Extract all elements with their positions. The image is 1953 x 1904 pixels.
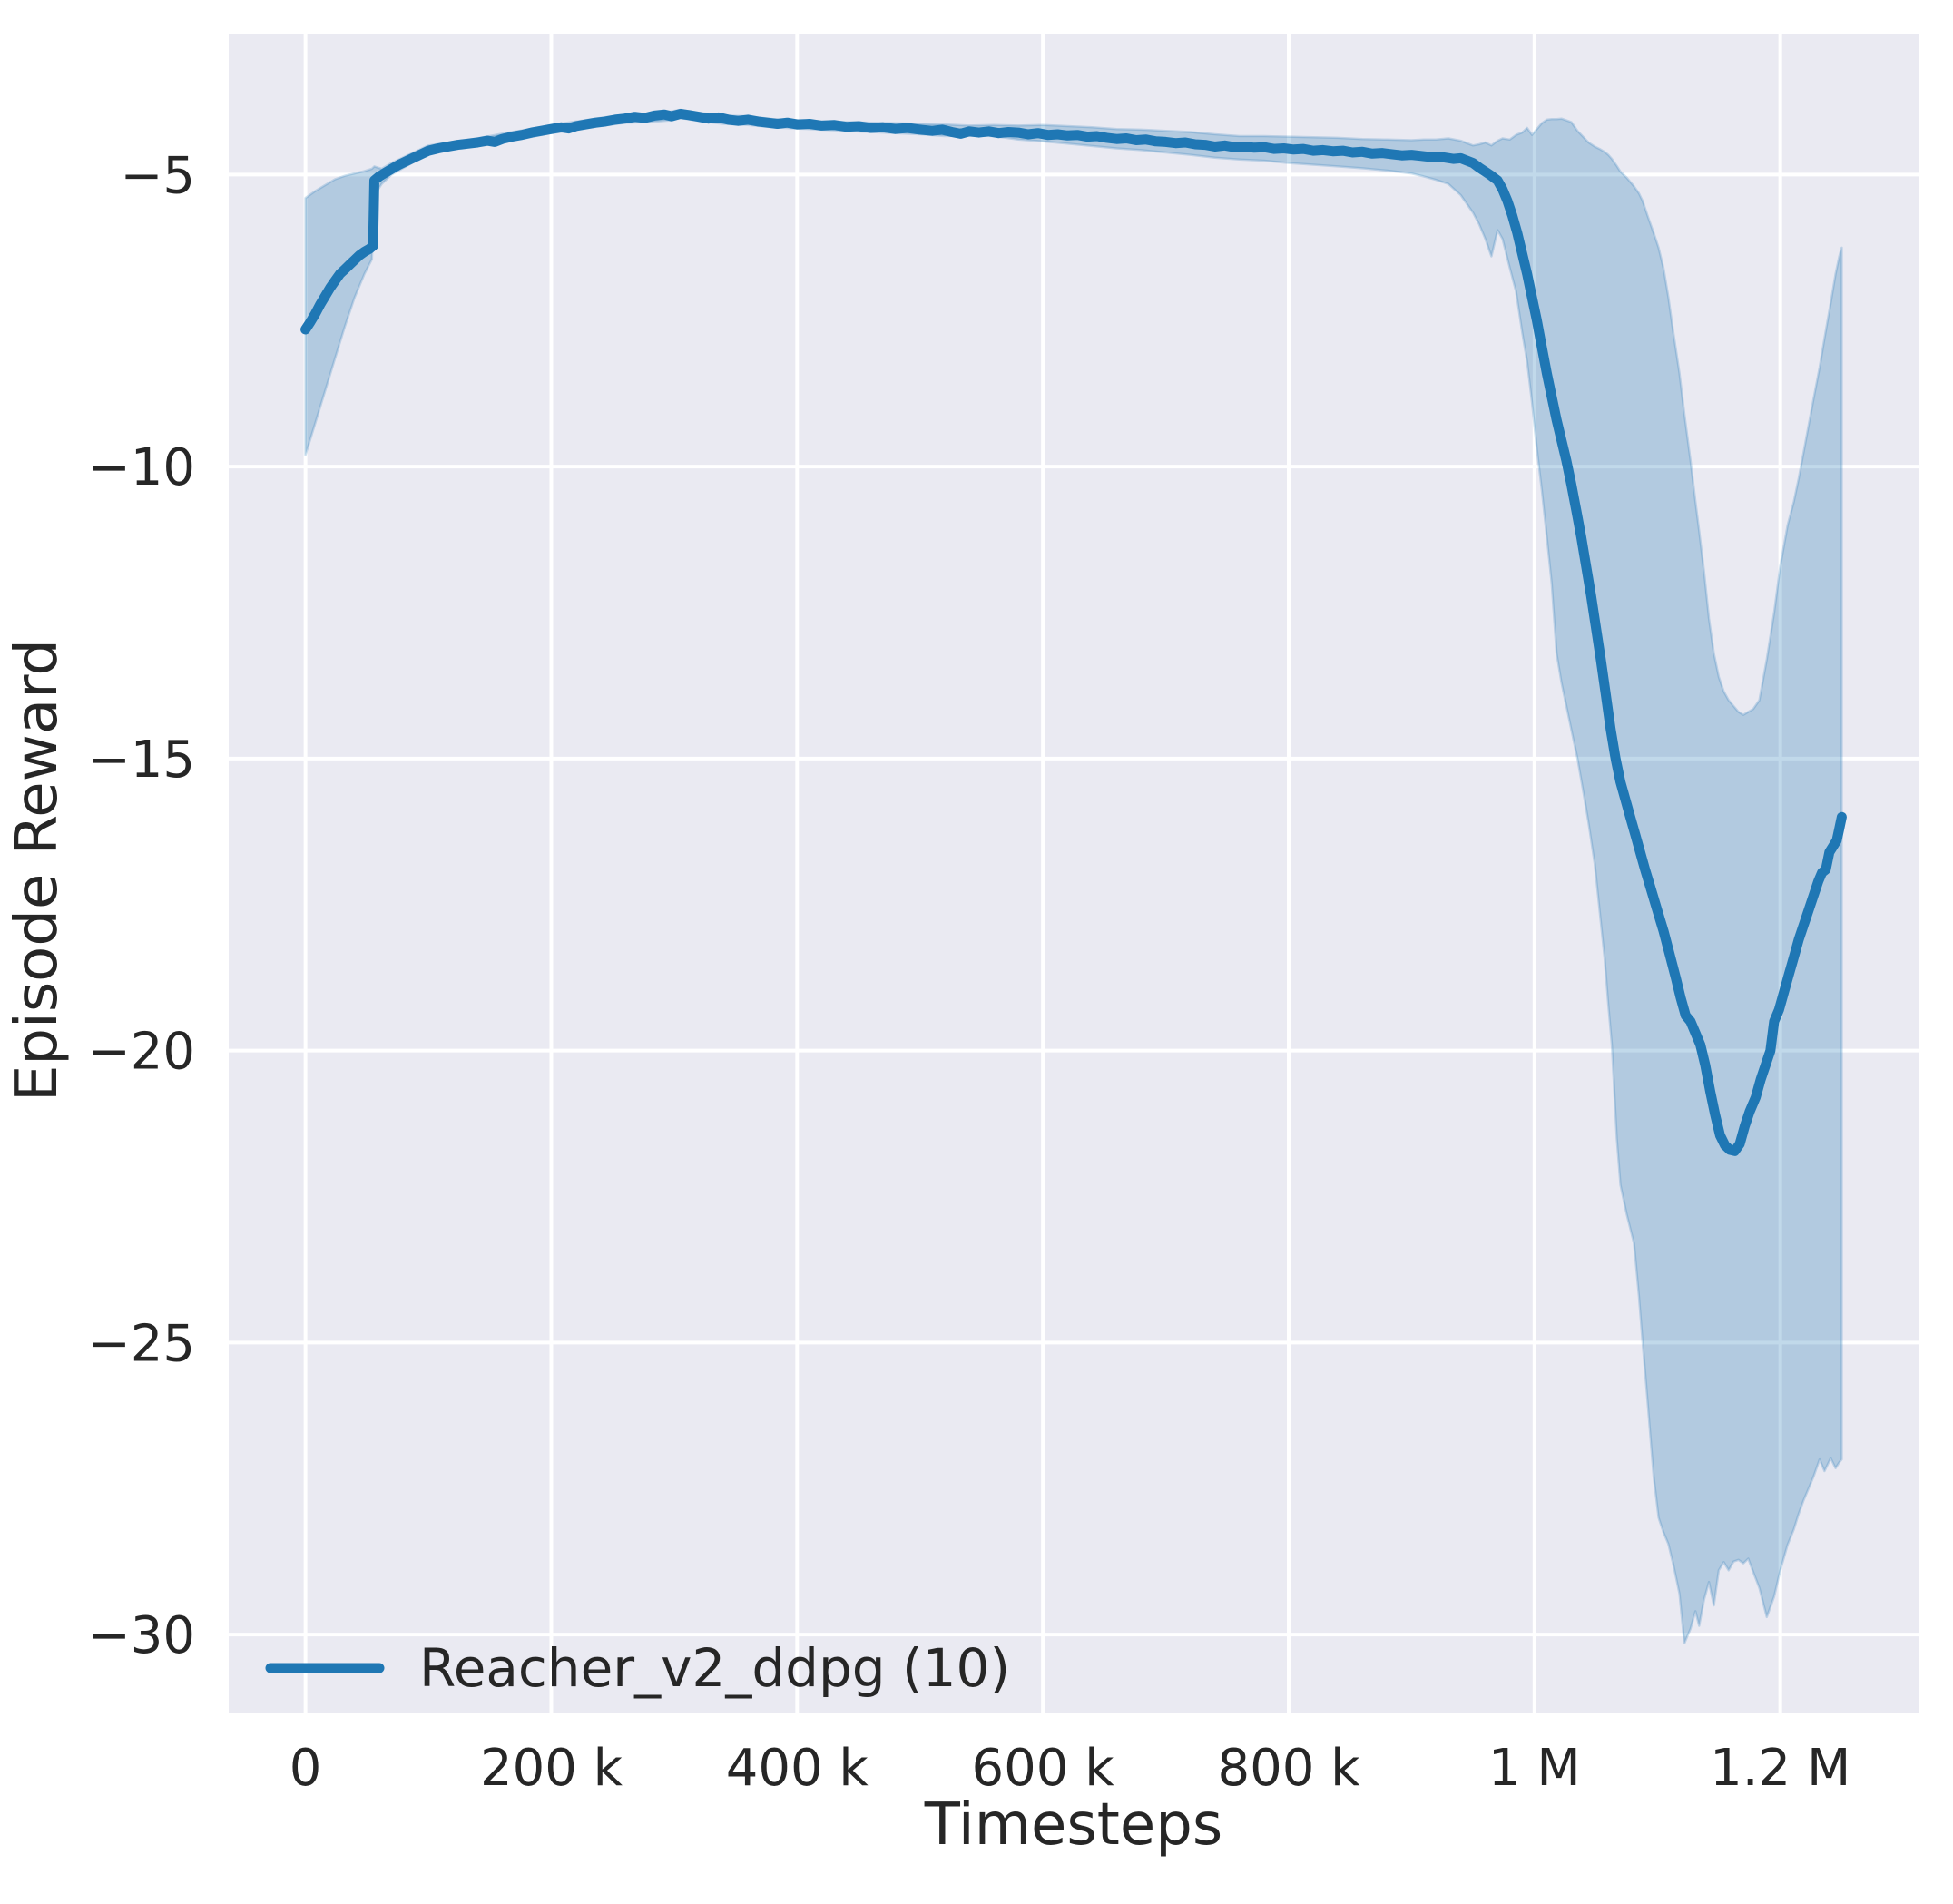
y-tick-label: −15 (88, 731, 195, 790)
x-tick-label: 600 k (972, 1739, 1115, 1798)
plot-area: 0 200 k 400 k 600 k 800 k 1 M 1.2 M −5 −10 −15 −20… (88, 34, 1919, 1798)
x-tick-label: 800 k (1217, 1739, 1360, 1798)
y-tick-label: −5 (120, 146, 195, 205)
y-tick-label: −20 (88, 1023, 195, 1082)
legend-entry-label: Reacher_v2_ddpg (10) (419, 1637, 1010, 1699)
x-tick-label: 1 M (1488, 1739, 1581, 1798)
y-tick-label: −30 (88, 1606, 195, 1665)
legend: Reacher_v2_ddpg (10) (265, 1637, 1010, 1699)
y-tick-label: −25 (88, 1314, 195, 1373)
x-axis-label: Timesteps (924, 1791, 1222, 1859)
x-tick-label: 200 k (480, 1739, 623, 1798)
x-tick-label: 0 (290, 1739, 322, 1798)
confidence-band (304, 108, 1843, 1645)
reward-line (300, 109, 1847, 1156)
axes-background (229, 34, 1919, 1713)
y-tick-label: −10 (88, 438, 195, 497)
x-tick-label: 400 k (726, 1739, 869, 1798)
x-tick-label: 1.2 M (1710, 1739, 1850, 1798)
y-axis-label: Episode Reward (4, 639, 71, 1102)
